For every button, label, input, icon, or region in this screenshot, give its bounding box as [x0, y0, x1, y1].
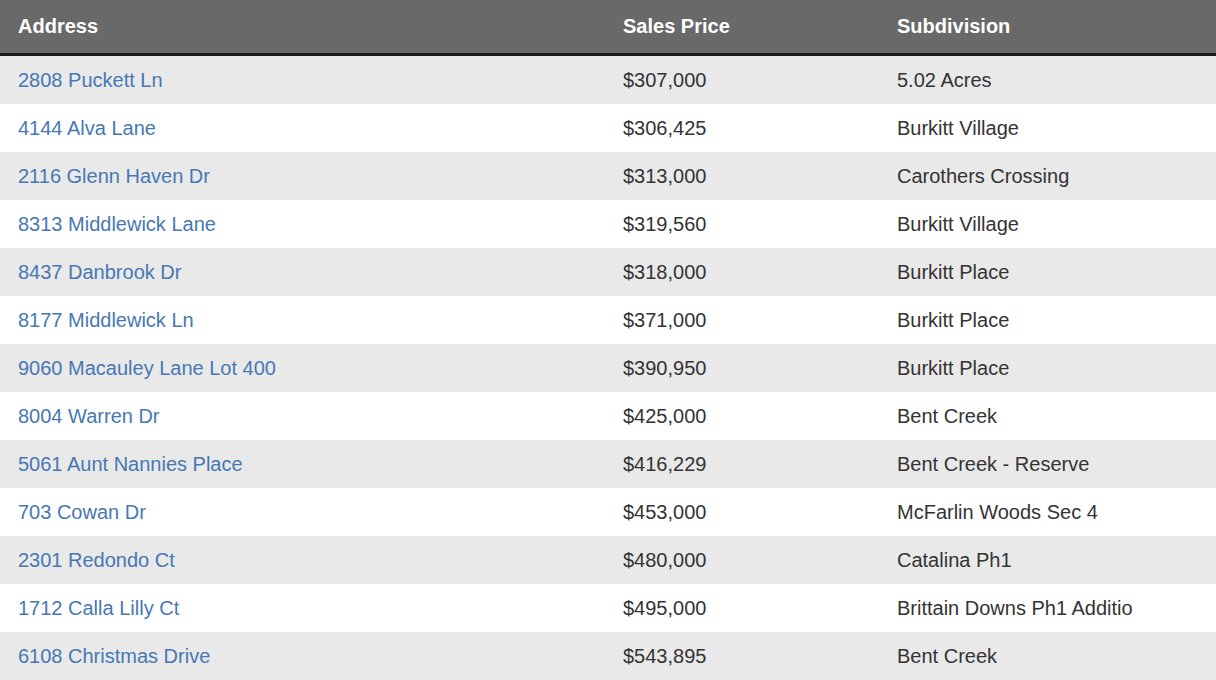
table-row: 9060 Macauley Lane Lot 400 $390,950 Burk…: [0, 344, 1216, 392]
sales-price-cell: $306,425: [605, 117, 879, 140]
address-link[interactable]: 8437 Danbrook Dr: [18, 261, 181, 283]
address-cell: 8004 Warren Dr: [0, 405, 605, 428]
address-cell: 5061 Aunt Nannies Place: [0, 453, 605, 476]
address-cell: 2301 Redondo Ct: [0, 549, 605, 572]
subdivision-cell: Brittain Downs Ph1 Additio: [879, 597, 1216, 620]
sales-price-cell: $318,000: [605, 261, 879, 284]
table-row: 6108 Christmas Drive $543,895 Bent Creek: [0, 632, 1216, 680]
address-link[interactable]: 5061 Aunt Nannies Place: [18, 453, 243, 475]
address-link[interactable]: 1712 Calla Lilly Ct: [18, 597, 179, 619]
address-cell: 8437 Danbrook Dr: [0, 261, 605, 284]
table-row: 5061 Aunt Nannies Place $416,229 Bent Cr…: [0, 440, 1216, 488]
sales-price-cell: $371,000: [605, 309, 879, 332]
address-cell: 6108 Christmas Drive: [0, 645, 605, 668]
address-cell: 4144 Alva Lane: [0, 117, 605, 140]
subdivision-cell: Catalina Ph1: [879, 549, 1216, 572]
address-link[interactable]: 2808 Puckett Ln: [18, 69, 163, 91]
sales-price-cell: $416,229: [605, 453, 879, 476]
table-row: 2116 Glenn Haven Dr $313,000 Carothers C…: [0, 152, 1216, 200]
table-row: 8177 Middlewick Ln $371,000 Burkitt Plac…: [0, 296, 1216, 344]
table-header-row: Address Sales Price Subdivision: [0, 0, 1216, 56]
sales-price-cell: $543,895: [605, 645, 879, 668]
table-row: 2808 Puckett Ln $307,000 5.02 Acres: [0, 56, 1216, 104]
subdivision-cell: Bent Creek - Reserve: [879, 453, 1216, 476]
subdivision-cell: Burkitt Village: [879, 117, 1216, 140]
sales-price-cell: $495,000: [605, 597, 879, 620]
table-body: 2808 Puckett Ln $307,000 5.02 Acres 4144…: [0, 56, 1216, 680]
address-link[interactable]: 2301 Redondo Ct: [18, 549, 175, 571]
sales-price-cell: $313,000: [605, 165, 879, 188]
address-link[interactable]: 8177 Middlewick Ln: [18, 309, 194, 331]
address-cell: 9060 Macauley Lane Lot 400: [0, 357, 605, 380]
table-row: 8437 Danbrook Dr $318,000 Burkitt Place: [0, 248, 1216, 296]
sales-price-cell: $425,000: [605, 405, 879, 428]
address-cell: 703 Cowan Dr: [0, 501, 605, 524]
address-cell: 2808 Puckett Ln: [0, 69, 605, 92]
sales-price-cell: $319,560: [605, 213, 879, 236]
table-row: 703 Cowan Dr $453,000 McFarlin Woods Sec…: [0, 488, 1216, 536]
sales-price-cell: $480,000: [605, 549, 879, 572]
address-cell: 8177 Middlewick Ln: [0, 309, 605, 332]
subdivision-cell: Carothers Crossing: [879, 165, 1216, 188]
sales-price-cell: $390,950: [605, 357, 879, 380]
subdivision-cell: Burkitt Village: [879, 213, 1216, 236]
subdivision-cell: Burkitt Place: [879, 357, 1216, 380]
address-link[interactable]: 4144 Alva Lane: [18, 117, 156, 139]
address-link[interactable]: 703 Cowan Dr: [18, 501, 146, 523]
table-row: 2301 Redondo Ct $480,000 Catalina Ph1: [0, 536, 1216, 584]
table-row: 1712 Calla Lilly Ct $495,000 Brittain Do…: [0, 584, 1216, 632]
subdivision-cell: Burkitt Place: [879, 261, 1216, 284]
subdivision-cell: Bent Creek: [879, 645, 1216, 668]
address-cell: 1712 Calla Lilly Ct: [0, 597, 605, 620]
address-cell: 8313 Middlewick Lane: [0, 213, 605, 236]
address-link[interactable]: 8313 Middlewick Lane: [18, 213, 216, 235]
column-header-sales-price: Sales Price: [605, 15, 879, 38]
address-link[interactable]: 8004 Warren Dr: [18, 405, 160, 427]
address-link[interactable]: 6108 Christmas Drive: [18, 645, 210, 667]
table-row: 8004 Warren Dr $425,000 Bent Creek: [0, 392, 1216, 440]
column-header-address: Address: [0, 15, 605, 38]
subdivision-cell: 5.02 Acres: [879, 69, 1216, 92]
subdivision-cell: Bent Creek: [879, 405, 1216, 428]
address-link[interactable]: 9060 Macauley Lane Lot 400: [18, 357, 276, 379]
sales-price-cell: $453,000: [605, 501, 879, 524]
table-row: 8313 Middlewick Lane $319,560 Burkitt Vi…: [0, 200, 1216, 248]
table-row: 4144 Alva Lane $306,425 Burkitt Village: [0, 104, 1216, 152]
subdivision-cell: McFarlin Woods Sec 4: [879, 501, 1216, 524]
subdivision-cell: Burkitt Place: [879, 309, 1216, 332]
address-cell: 2116 Glenn Haven Dr: [0, 165, 605, 188]
sales-comps-table: Address Sales Price Subdivision 2808 Puc…: [0, 0, 1216, 680]
column-header-subdivision: Subdivision: [879, 15, 1216, 38]
address-link[interactable]: 2116 Glenn Haven Dr: [18, 165, 210, 187]
sales-price-cell: $307,000: [605, 69, 879, 92]
